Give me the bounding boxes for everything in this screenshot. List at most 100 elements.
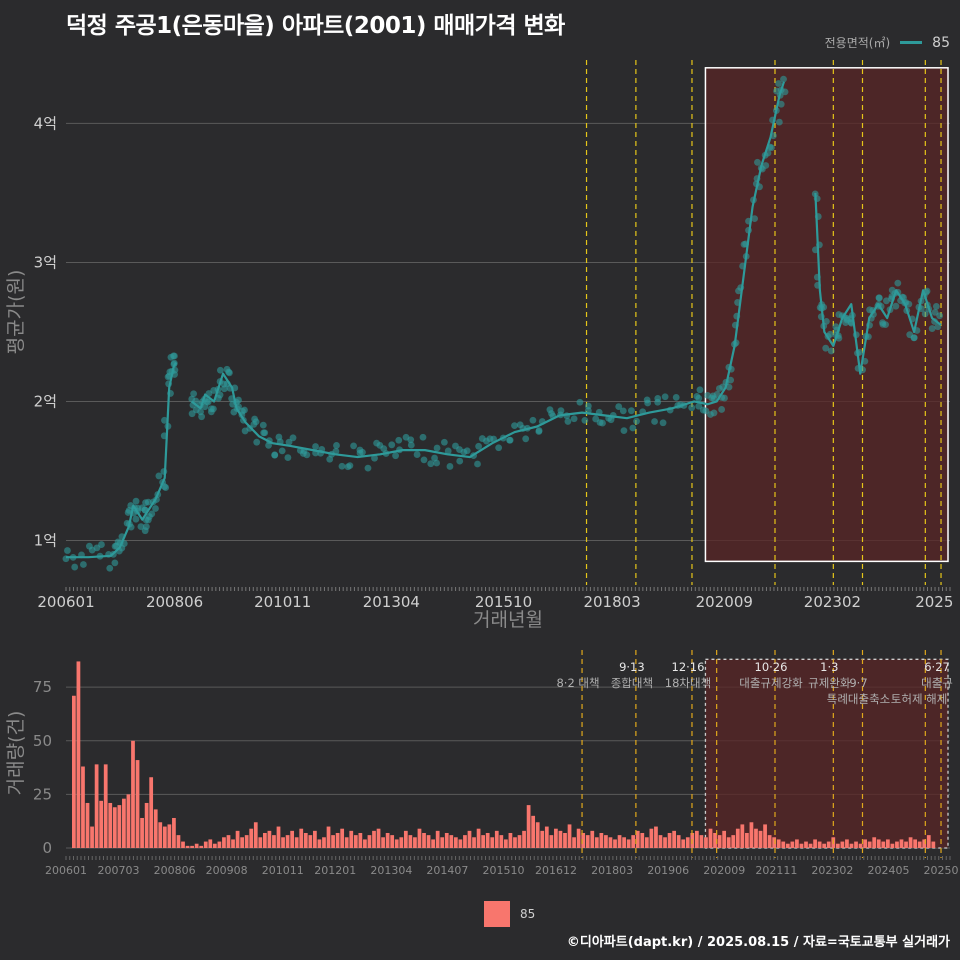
volume-x-tick: 202111: [755, 864, 797, 877]
price-point: [413, 451, 421, 458]
volume-bar: [517, 835, 522, 848]
price-point: [148, 510, 156, 518]
volume-bar: [908, 837, 913, 848]
price-point: [599, 419, 606, 427]
volume-bar: [835, 843, 840, 848]
volume-bar: [649, 828, 654, 848]
price-point: [152, 505, 159, 512]
volume-bar: [453, 837, 458, 848]
price-point: [364, 464, 372, 472]
volume-bar: [203, 841, 208, 848]
volume-bar: [381, 837, 385, 848]
legend-title: 전용면적(㎡): [824, 36, 891, 50]
price-point: [161, 416, 168, 424]
price-series-line: [190, 81, 786, 459]
volume-bar: [731, 835, 736, 848]
volume-bar: [826, 841, 831, 848]
price-point: [775, 118, 783, 126]
volume-bar: [81, 766, 85, 848]
volume-bar: [726, 837, 731, 848]
volume-bar: [408, 835, 413, 848]
volume-bar: [135, 760, 140, 848]
price-point: [440, 438, 448, 446]
volume-bar: [372, 830, 376, 848]
price-point: [407, 436, 415, 444]
volume-annotation: 18차대책: [665, 676, 711, 690]
price-point: [216, 366, 224, 374]
volume-x-tick: 201612: [535, 864, 577, 877]
volume-bar: [399, 837, 404, 848]
price-point: [921, 310, 929, 318]
price-point: [727, 376, 735, 384]
volume-x-tick: 200601: [45, 864, 87, 877]
volume-bar: [785, 843, 790, 848]
volume-bar: [899, 839, 904, 848]
price-point: [905, 300, 913, 308]
price-y-tick: 2억: [34, 392, 57, 410]
volume-bar: [353, 835, 358, 848]
price-point: [629, 424, 637, 432]
volume-bar: [531, 815, 536, 848]
volume-annotation: 특례대출축소: [827, 692, 890, 706]
price-point: [511, 422, 518, 430]
volume-y-tick: 50: [33, 732, 52, 750]
volume-bar: [72, 695, 76, 848]
volume-bar: [644, 837, 649, 848]
volume-bar: [767, 835, 772, 848]
price-point: [420, 456, 428, 464]
volume-bar: [94, 764, 99, 848]
volume-annotation: 10·26: [755, 660, 788, 674]
price-point: [209, 405, 217, 413]
volume-bar: [544, 826, 549, 848]
volume-bar: [854, 841, 858, 848]
volume-bar: [131, 740, 135, 848]
volume-bar: [781, 841, 786, 848]
price-point: [170, 359, 178, 367]
price-point: [132, 497, 140, 505]
volume-bar: [299, 828, 304, 848]
volume-bar: [335, 832, 340, 848]
volume-bar: [281, 837, 285, 848]
legend-line-swatch: [900, 41, 923, 44]
volume-annotation: 대출규제강화: [739, 676, 803, 690]
price-point: [226, 369, 233, 377]
volume-bar: [244, 835, 249, 848]
price-point: [259, 421, 267, 429]
volume-bar: [817, 841, 822, 848]
volume-bar: [613, 839, 617, 848]
price-x-axis-title: 거래년월: [473, 609, 543, 631]
volume-bar: [849, 843, 854, 848]
volume-bar: [376, 828, 381, 848]
price-highlight-box: [704, 67, 949, 563]
price-point: [702, 407, 710, 415]
volume-x-tick: 202009: [703, 864, 745, 877]
price-point: [132, 515, 140, 523]
price-point: [936, 312, 944, 320]
legend-value: 85: [932, 34, 950, 51]
volume-y-tick: 75: [33, 678, 52, 696]
volume-bar: [317, 839, 322, 848]
price-point: [822, 317, 830, 325]
volume-bar: [567, 824, 572, 848]
volume-bar: [663, 837, 667, 848]
legend-bar-value: 85: [520, 907, 536, 921]
volume-bar: [390, 835, 395, 848]
volume-bar: [172, 817, 176, 848]
volume-annotation: 종합대책: [611, 676, 653, 690]
volume-bar: [622, 837, 626, 848]
volume-bar: [249, 828, 254, 848]
volume-bar: [344, 837, 349, 848]
price-point: [265, 441, 272, 449]
price-point: [253, 438, 261, 446]
price-point: [827, 347, 835, 355]
volume-bar: [822, 843, 827, 848]
volume-x-tick: 201510: [483, 864, 525, 877]
volume-bar: [699, 835, 704, 848]
volume-x-tick: 200806: [154, 864, 196, 877]
price-point: [672, 393, 680, 401]
volume-bar: [522, 830, 526, 848]
price-point: [506, 436, 514, 444]
volume-bar: [681, 839, 686, 848]
volume-x-tick: 201803: [591, 864, 633, 877]
